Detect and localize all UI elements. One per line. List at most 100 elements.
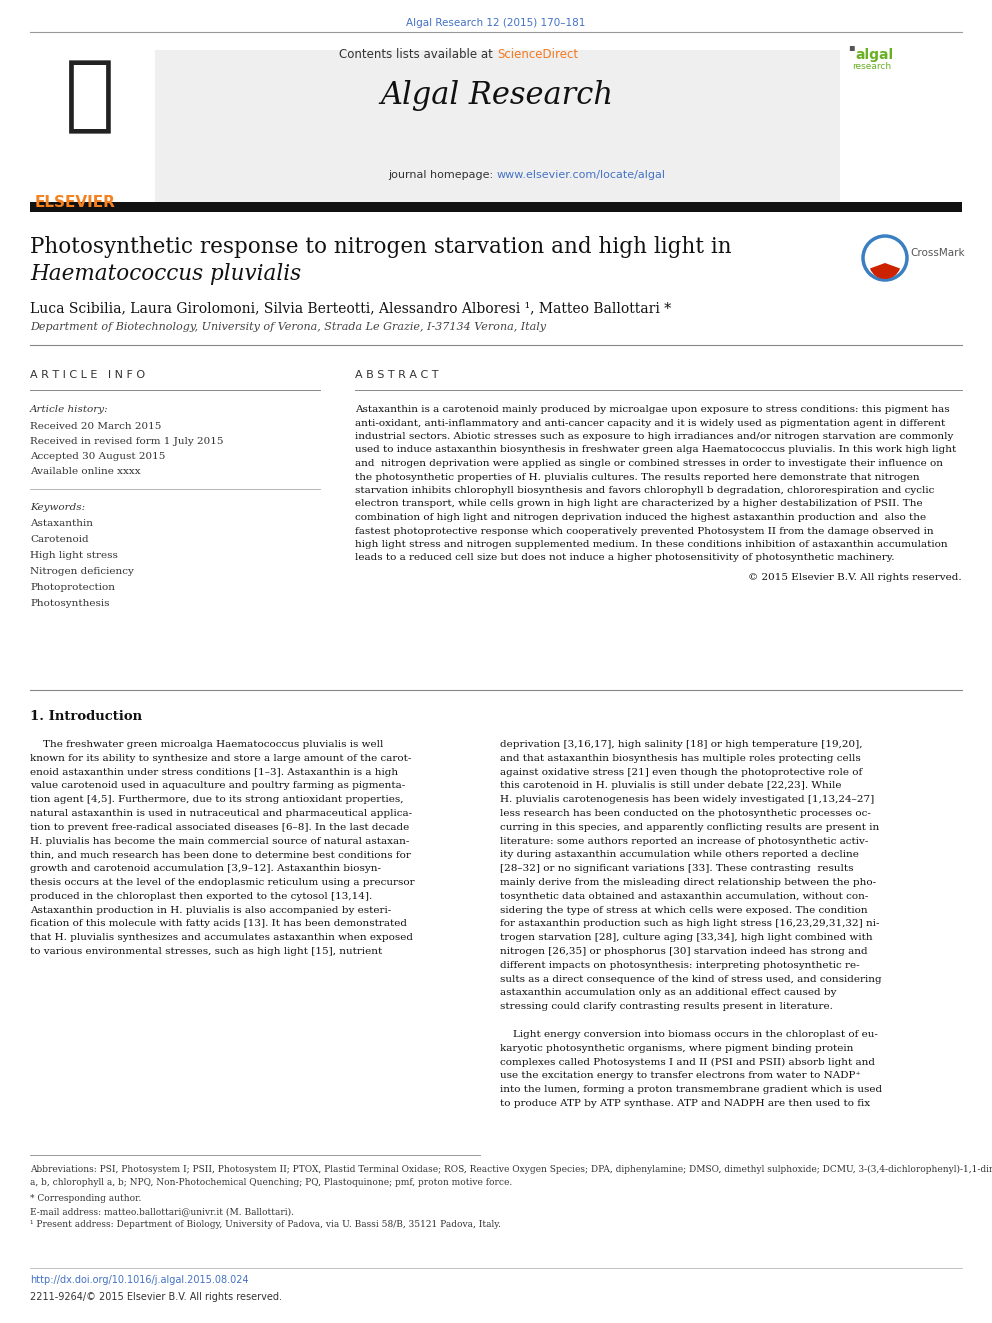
Text: and  nitrogen deprivation were applied as single or combined stresses in order t: and nitrogen deprivation were applied as… (355, 459, 943, 468)
Text: to various environmental stresses, such as high light [15], nutrient: to various environmental stresses, such … (30, 947, 382, 957)
Text: mainly derive from the misleading direct relationship between the pho-: mainly derive from the misleading direct… (500, 878, 876, 886)
Text: [28–32] or no significant variations [33]. These contrasting  results: [28–32] or no significant variations [33… (500, 864, 853, 873)
Text: Contents lists available at: Contents lists available at (339, 48, 497, 61)
Bar (30, 202, 962, 212)
Wedge shape (870, 263, 900, 279)
Text: ¹ Present address: Department of Biology, University of Padova, via U. Bassi 58/: ¹ Present address: Department of Biology… (30, 1220, 501, 1229)
Text: Received 20 March 2015: Received 20 March 2015 (30, 422, 162, 431)
Text: known for its ability to synthesize and store a large amount of the carot-: known for its ability to synthesize and … (30, 754, 412, 763)
Text: curring in this species, and apparently conflicting results are present in: curring in this species, and apparently … (500, 823, 879, 832)
Text: Astaxanthin is a carotenoid mainly produced by microalgae upon exposure to stres: Astaxanthin is a carotenoid mainly produ… (355, 405, 949, 414)
Text: used to induce astaxanthin biosynthesis in freshwater green alga Haematococcus p: used to induce astaxanthin biosynthesis … (355, 446, 956, 455)
Text: Department of Biotechnology, University of Verona, Strada Le Grazie, I-37134 Ver: Department of Biotechnology, University … (30, 321, 546, 332)
Text: thesis occurs at the level of the endoplasmic reticulum using a precursor: thesis occurs at the level of the endopl… (30, 878, 415, 886)
Text: Carotenoid: Carotenoid (30, 534, 88, 544)
Text: * Corresponding author.: * Corresponding author. (30, 1193, 142, 1203)
Text: journal homepage:: journal homepage: (389, 169, 497, 180)
Text: H. pluvialis has become the main commercial source of natural astaxan-: H. pluvialis has become the main commerc… (30, 836, 410, 845)
Text: enoid astaxanthin under stress conditions [1–3]. Astaxanthin is a high: enoid astaxanthin under stress condition… (30, 767, 398, 777)
Text: for astaxanthin production such as high light stress [16,23,29,31,32] ni-: for astaxanthin production such as high … (500, 919, 880, 929)
Text: Photoprotection: Photoprotection (30, 583, 115, 591)
Text: ScienceDirect: ScienceDirect (497, 48, 578, 61)
Text: tion to prevent free-radical associated diseases [6–8]. In the last decade: tion to prevent free-radical associated … (30, 823, 410, 832)
Text: A R T I C L E   I N F O: A R T I C L E I N F O (30, 370, 145, 380)
Bar (30, 50, 154, 205)
Text: Keywords:: Keywords: (30, 503, 85, 512)
Text: H. pluvialis carotenogenesis has been widely investigated [1,13,24–27]: H. pluvialis carotenogenesis has been wi… (500, 795, 874, 804)
Text: karyotic photosynthetic organisms, where pigment binding protein: karyotic photosynthetic organisms, where… (500, 1044, 853, 1053)
Text: this carotenoid in H. pluvialis is still under debate [22,23]. While: this carotenoid in H. pluvialis is still… (500, 782, 841, 790)
Text: Photosynthesis: Photosynthesis (30, 599, 109, 609)
Text: high light stress and nitrogen supplemented medium. In these conditions inhibiti: high light stress and nitrogen supplemen… (355, 540, 947, 549)
Text: astaxanthin accumulation only as an additional effect caused by: astaxanthin accumulation only as an addi… (500, 988, 836, 998)
Text: Received in revised form 1 July 2015: Received in revised form 1 July 2015 (30, 437, 223, 446)
Text: use the excitation energy to transfer electrons from water to NADP⁺: use the excitation energy to transfer el… (500, 1072, 861, 1080)
Text: a, b, chlorophyll a, b; NPQ, Non-Photochemical Quenching; PQ, Plastoquinone; pmf: a, b, chlorophyll a, b; NPQ, Non-Photoch… (30, 1177, 512, 1187)
Text: Astaxanthin production in H. pluvialis is also accompanied by esteri-: Astaxanthin production in H. pluvialis i… (30, 906, 391, 914)
Text: www.elsevier.com/locate/algal: www.elsevier.com/locate/algal (497, 169, 666, 180)
Text: Algal Research: Algal Research (381, 79, 613, 111)
Text: Luca Scibilia, Laura Girolomoni, Silvia Berteotti, Alessandro Alboresi ¹, Matteo: Luca Scibilia, Laura Girolomoni, Silvia … (30, 302, 672, 315)
Circle shape (863, 235, 907, 280)
Text: Accepted 30 August 2015: Accepted 30 August 2015 (30, 452, 166, 460)
Text: and that astaxanthin biosynthesis has multiple roles protecting cells: and that astaxanthin biosynthesis has mu… (500, 754, 861, 763)
Bar (155, 50, 840, 205)
Text: literature: some authors reported an increase of photosynthetic activ-: literature: some authors reported an inc… (500, 836, 868, 845)
Text: the photosynthetic properties of H. pluvialis cultures. The results reported her: the photosynthetic properties of H. pluv… (355, 472, 920, 482)
Text: against oxidative stress [21] even though the photoprotective role of: against oxidative stress [21] even thoug… (500, 767, 862, 777)
Text: http://dx.doi.org/10.1016/j.algal.2015.08.024: http://dx.doi.org/10.1016/j.algal.2015.0… (30, 1275, 249, 1285)
Text: research: research (852, 62, 891, 71)
Text: combination of high light and nitrogen deprivation induced the highest astaxanth: combination of high light and nitrogen d… (355, 513, 927, 523)
Text: less research has been conducted on the photosynthetic processes oc-: less research has been conducted on the … (500, 808, 871, 818)
Text: fication of this molecule with fatty acids [13]. It has been demonstrated: fication of this molecule with fatty aci… (30, 919, 407, 929)
Text: Photosynthetic response to nitrogen starvation and high light in: Photosynthetic response to nitrogen star… (30, 235, 732, 258)
Text: stressing could clarify contrasting results present in literature.: stressing could clarify contrasting resu… (500, 1003, 833, 1011)
Text: 𝕰: 𝕰 (65, 56, 115, 136)
Text: tion agent [4,5]. Furthermore, due to its strong antioxidant properties,: tion agent [4,5]. Furthermore, due to it… (30, 795, 404, 804)
Text: leads to a reduced cell size but does not induce a higher photosensitivity of ph: leads to a reduced cell size but does no… (355, 553, 895, 562)
Bar (35, 75, 145, 191)
Text: electron transport, while cells grown in high light are characterized by a highe: electron transport, while cells grown in… (355, 500, 923, 508)
Circle shape (873, 247, 883, 257)
Text: 2211-9264/© 2015 Elsevier B.V. All rights reserved.: 2211-9264/© 2015 Elsevier B.V. All right… (30, 1293, 282, 1302)
Text: A B S T R A C T: A B S T R A C T (355, 370, 438, 380)
Text: Nitrogen deficiency: Nitrogen deficiency (30, 568, 134, 576)
Text: different impacts on photosynthesis: interpreting photosynthetic re-: different impacts on photosynthesis: int… (500, 960, 860, 970)
Text: starvation inhibits chlorophyll biosynthesis and favors chlorophyll b degradatio: starvation inhibits chlorophyll biosynth… (355, 486, 934, 495)
Text: Abbreviations: PSI, Photosystem I; PSII, Photosystem II; PTOX, Plastid Terminal : Abbreviations: PSI, Photosystem I; PSII,… (30, 1166, 992, 1174)
Text: value carotenoid used in aquaculture and poultry farming as pigmenta-: value carotenoid used in aquaculture and… (30, 782, 406, 790)
Text: produced in the chloroplast then exported to the cytosol [13,14].: produced in the chloroplast then exporte… (30, 892, 372, 901)
Text: Light energy conversion into biomass occurs in the chloroplast of eu-: Light energy conversion into biomass occ… (500, 1029, 878, 1039)
Text: algal: algal (855, 48, 893, 62)
Text: E-mail address: matteo.ballottari@univr.it (M. Ballottari).: E-mail address: matteo.ballottari@univr.… (30, 1207, 294, 1216)
Text: ity during astaxanthin accumulation while others reported a decline: ity during astaxanthin accumulation whil… (500, 851, 859, 860)
Text: into the lumen, forming a proton transmembrane gradient which is used: into the lumen, forming a proton transme… (500, 1085, 882, 1094)
Text: trogen starvation [28], culture aging [33,34], high light combined with: trogen starvation [28], culture aging [3… (500, 933, 873, 942)
Bar (840, 50, 962, 205)
Text: tosynthetic data obtained and astaxanthin accumulation, without con-: tosynthetic data obtained and astaxanthi… (500, 892, 868, 901)
Text: Algal Research 12 (2015) 170–181: Algal Research 12 (2015) 170–181 (407, 19, 585, 28)
Text: complexes called Photosystems I and II (PSI and PSII) absorb light and: complexes called Photosystems I and II (… (500, 1057, 875, 1066)
Text: industrial sectors. Abiotic stresses such as exposure to high irradiances and/or: industrial sectors. Abiotic stresses suc… (355, 433, 953, 441)
Text: 1. Introduction: 1. Introduction (30, 710, 142, 722)
Text: that H. pluvialis synthesizes and accumulates astaxanthin when exposed: that H. pluvialis synthesizes and accumu… (30, 933, 413, 942)
Text: High light stress: High light stress (30, 550, 118, 560)
Text: Available online xxxx: Available online xxxx (30, 467, 141, 476)
Text: The freshwater green microalga Haematococcus pluvialis is well: The freshwater green microalga Haematoco… (30, 740, 383, 749)
Text: Haematococcus pluvialis: Haematococcus pluvialis (30, 263, 302, 284)
Text: CrossMark: CrossMark (910, 247, 964, 258)
Text: deprivation [3,16,17], high salinity [18] or high temperature [19,20],: deprivation [3,16,17], high salinity [18… (500, 740, 862, 749)
Text: to produce ATP by ATP synthase. ATP and NADPH are then used to fix: to produce ATP by ATP synthase. ATP and … (500, 1099, 870, 1107)
Text: fastest photoprotective response which cooperatively prevented Photosystem II fr: fastest photoprotective response which c… (355, 527, 933, 536)
Text: natural astaxanthin is used in nutraceutical and pharmaceutical applica-: natural astaxanthin is used in nutraceut… (30, 808, 412, 818)
Text: Article history:: Article history: (30, 405, 109, 414)
Text: nitrogen [26,35] or phosphorus [30] starvation indeed has strong and: nitrogen [26,35] or phosphorus [30] star… (500, 947, 868, 957)
Text: ▪: ▪ (848, 42, 855, 52)
Text: thin, and much research has been done to determine best conditions for: thin, and much research has been done to… (30, 851, 411, 860)
Text: sidering the type of stress at which cells were exposed. The condition: sidering the type of stress at which cel… (500, 906, 868, 914)
Text: Astaxanthin: Astaxanthin (30, 519, 93, 528)
Text: © 2015 Elsevier B.V. All rights reserved.: © 2015 Elsevier B.V. All rights reserved… (748, 573, 962, 582)
Text: anti-oxidant, anti-inflammatory and anti-cancer capacity and it is widely used a: anti-oxidant, anti-inflammatory and anti… (355, 418, 945, 427)
Text: growth and carotenoid accumulation [3,9–12]. Astaxanthin biosyn-: growth and carotenoid accumulation [3,9–… (30, 864, 381, 873)
Text: sults as a direct consequence of the kind of stress used, and considering: sults as a direct consequence of the kin… (500, 975, 882, 983)
